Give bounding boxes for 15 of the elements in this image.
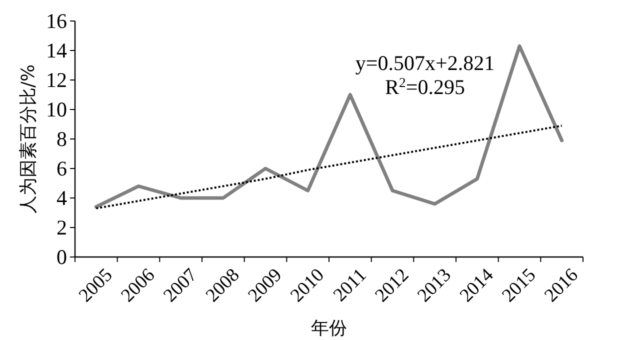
line-series bbox=[95, 124, 563, 210]
y-tick-label: 0 bbox=[56, 245, 67, 269]
annotation: y=0.507x+2.821 bbox=[355, 51, 495, 75]
y-tick-label: 12 bbox=[46, 68, 67, 92]
y-tick-label: 10 bbox=[46, 98, 67, 122]
y-axis-title: 人为因素百分比/% bbox=[18, 64, 39, 214]
x-axis-title: 年份 bbox=[311, 318, 347, 339]
y-tick-label: 2 bbox=[56, 216, 67, 240]
y-tick-label: 6 bbox=[56, 156, 67, 180]
line-series bbox=[94, 44, 564, 209]
y-tick-label: 4 bbox=[56, 186, 68, 210]
annotation: R$^{2}$=0.295 bbox=[385, 74, 465, 99]
y-tick-label: 8 bbox=[56, 127, 67, 151]
y-tick-label: 14 bbox=[46, 38, 68, 62]
y-tick-label: 16 bbox=[46, 9, 67, 33]
